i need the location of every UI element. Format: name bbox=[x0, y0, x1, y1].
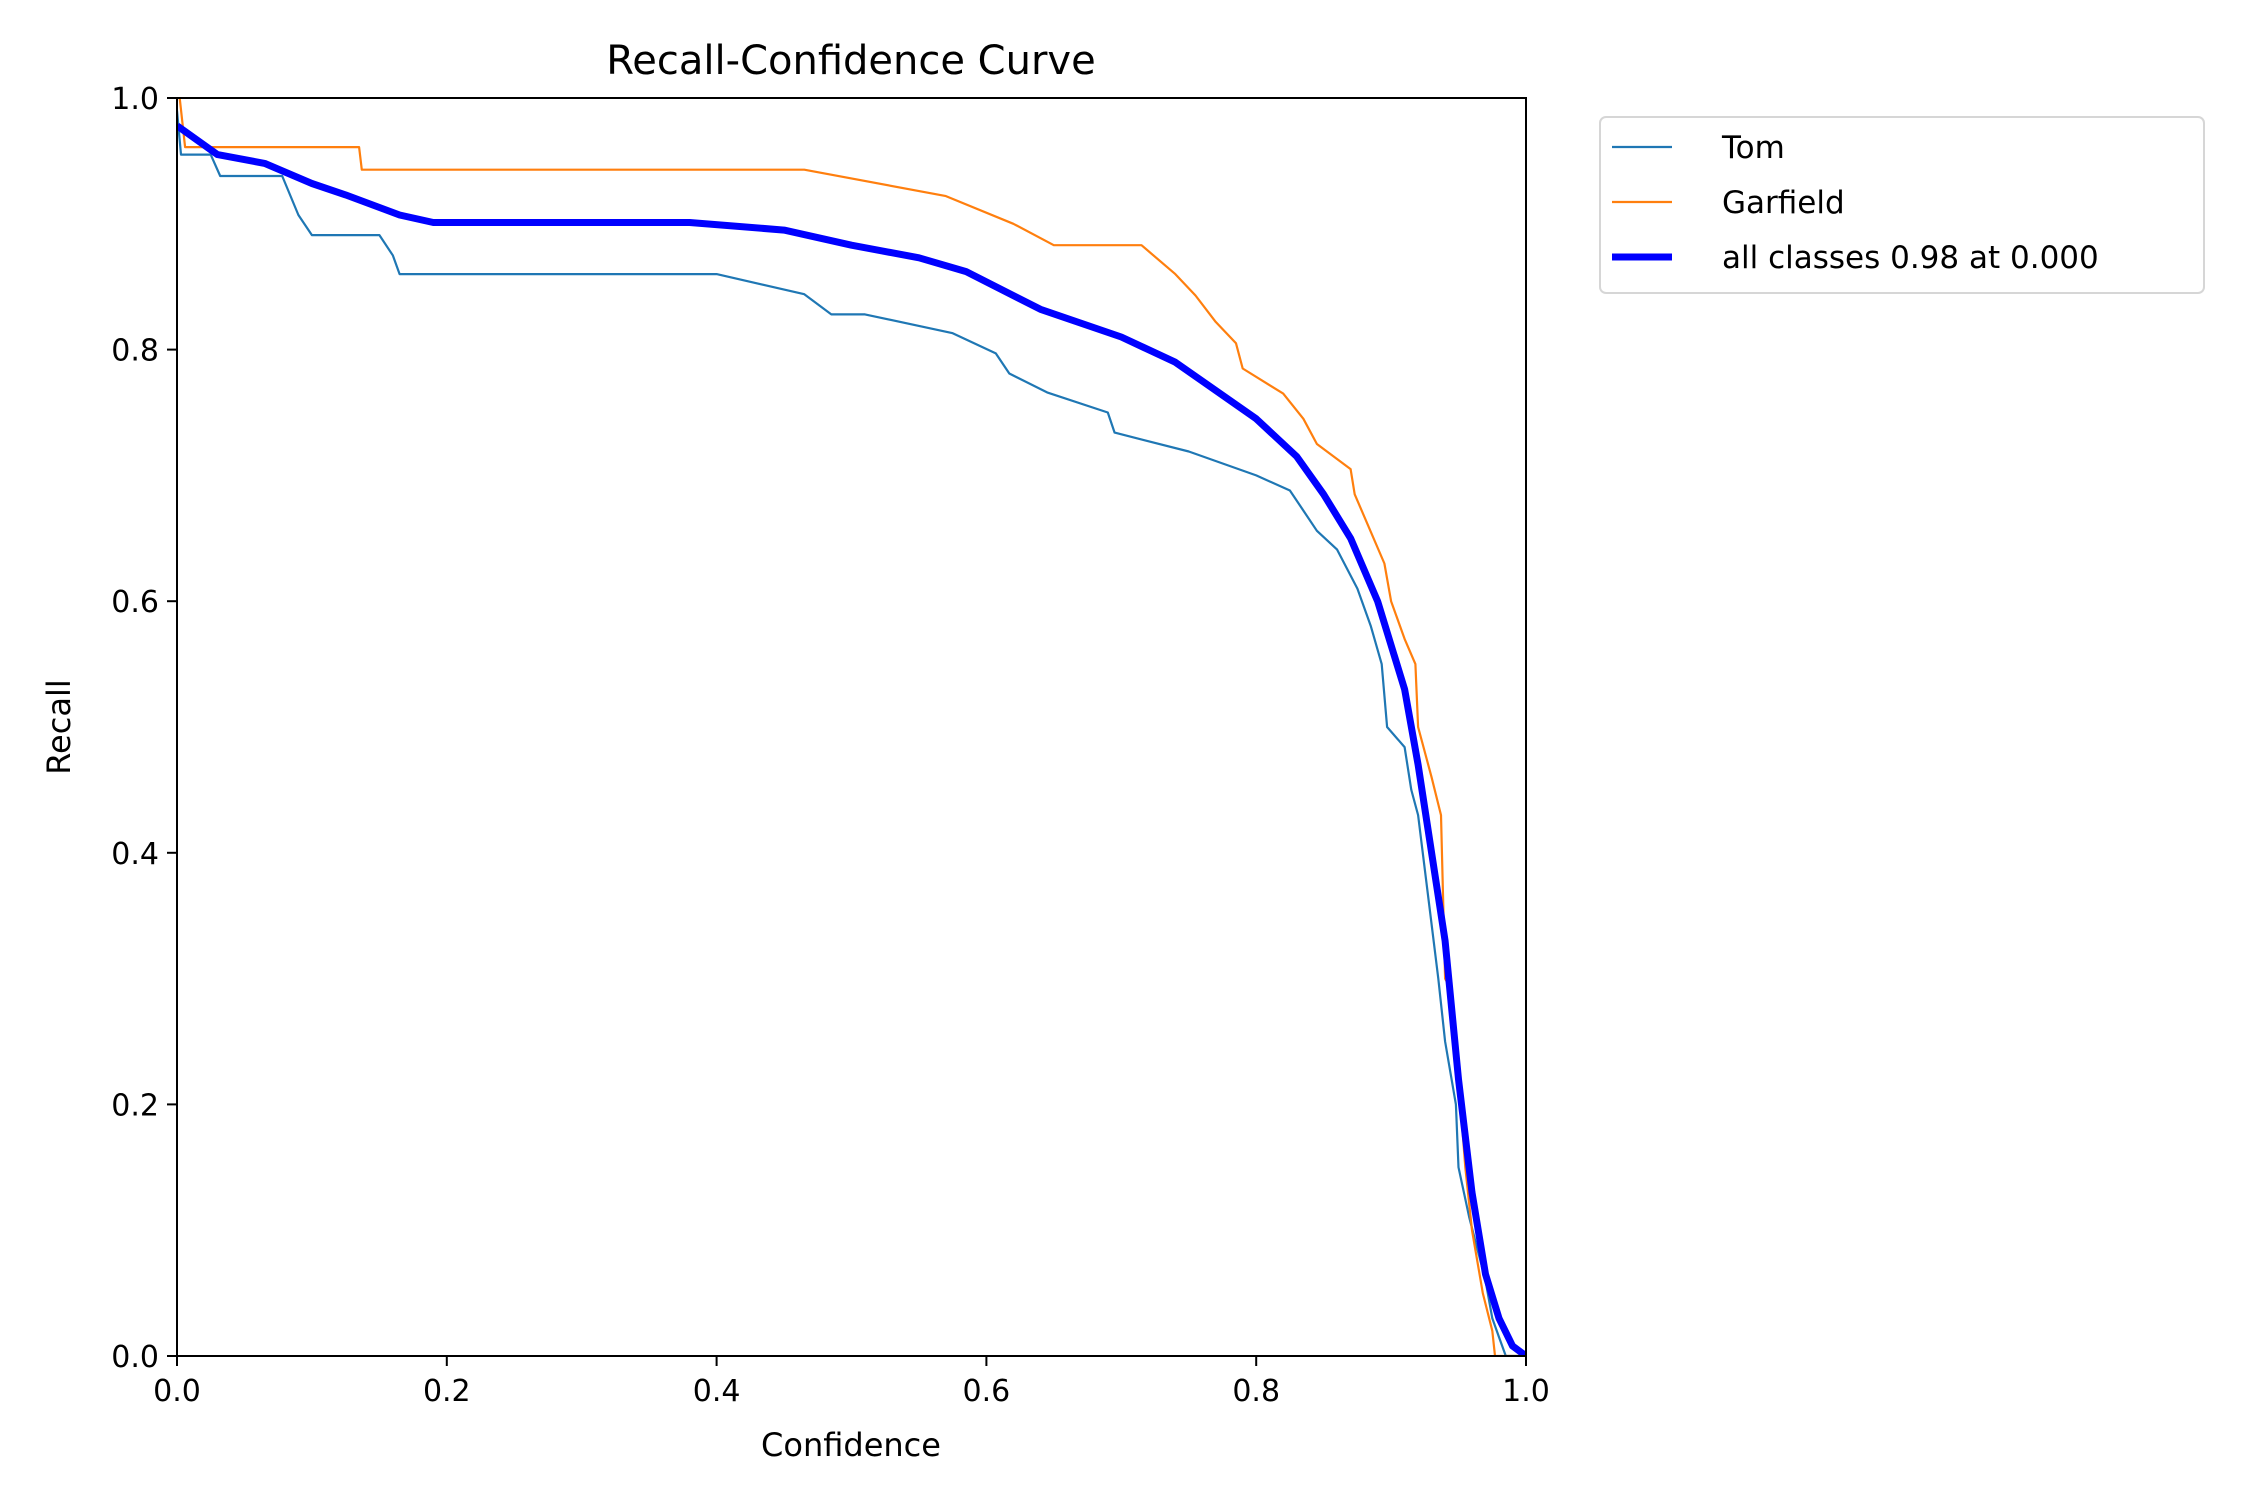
legend-box bbox=[1599, 116, 2205, 294]
legend-label: all classes 0.98 at 0.000 bbox=[1722, 240, 2099, 276]
y-axis-label: Recall bbox=[40, 679, 78, 774]
x-axis-label: Confidence bbox=[761, 1426, 941, 1464]
legend: Tom Garfield all classes 0.98 at 0.000 bbox=[1599, 116, 2205, 294]
plot-area: 0.0 0.2 0.4 0.6 0.8 1.0 0.0 0.2 0.4 0.6 0.8 1.0 bbox=[111, 82, 1550, 1409]
y-tick-label: 1.0 bbox=[111, 82, 159, 117]
legend-label: Tom bbox=[1721, 130, 1785, 166]
y-tick-label: 0.0 bbox=[111, 1340, 159, 1375]
series-line-tom bbox=[177, 110, 1526, 1356]
x-tick-label: 0.8 bbox=[1232, 1374, 1280, 1409]
y-tick-label: 0.2 bbox=[111, 1088, 159, 1123]
x-tick-label: 0.4 bbox=[693, 1374, 741, 1409]
y-tick-label: 0.4 bbox=[111, 837, 159, 872]
legend-label: Garfield bbox=[1722, 185, 1845, 221]
series-line-all bbox=[177, 122, 1526, 1356]
x-tick-label: 0.0 bbox=[153, 1374, 201, 1409]
x-tick-label: 1.0 bbox=[1502, 1374, 1550, 1409]
y-tick-label: 0.6 bbox=[111, 585, 159, 620]
axes-frame bbox=[176, 97, 1527, 1357]
chart-title: Recall-Confidence Curve bbox=[606, 38, 1095, 84]
x-tick-label: 0.2 bbox=[423, 1374, 471, 1409]
y-tick-label: 0.8 bbox=[111, 334, 159, 369]
x-tick-label: 0.6 bbox=[963, 1374, 1011, 1409]
series-line-garfield bbox=[178, 98, 1526, 1356]
